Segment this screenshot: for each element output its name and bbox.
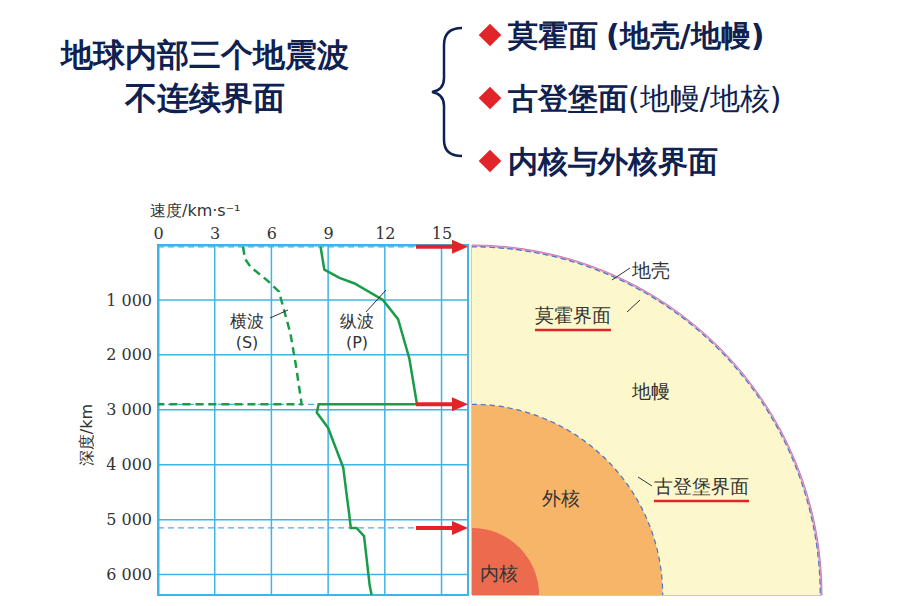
- boundary-arc: [472, 247, 820, 595]
- grid-line-y: [158, 354, 468, 356]
- series-symbol: (S): [236, 333, 259, 352]
- x-axis: 0 3 6 9 12 15: [153, 224, 468, 246]
- x-tick-label: 0: [153, 224, 163, 243]
- boundary-line: [158, 404, 468, 405]
- leader-line: [627, 300, 640, 312]
- item-name: 内核与外核界面: [508, 144, 718, 179]
- y-axis-title: 深度/km: [77, 404, 96, 466]
- y-tick-label: 5 000: [106, 510, 152, 529]
- x-tick-label: 3: [210, 224, 220, 243]
- series-line: [317, 247, 417, 595]
- grid-line-x: [384, 245, 386, 595]
- y-tick: 6 000: [106, 565, 158, 584]
- layer-2: [472, 404, 663, 595]
- y-tick-label: 2 000: [106, 345, 152, 364]
- boundary-line: [158, 246, 468, 247]
- arrow-shaft: [416, 526, 454, 530]
- arrow-shaft: [416, 245, 454, 249]
- boundary-line: [158, 527, 468, 528]
- grid-line-x: [271, 245, 273, 595]
- boundary-label: 古登堡界面: [654, 475, 749, 497]
- y-tick: 2 000: [106, 345, 158, 364]
- layer-0: [472, 245, 822, 595]
- x-axis-title: 速度/km·s⁻¹: [150, 201, 241, 220]
- leader-line: [638, 477, 652, 486]
- series-symbol: (P): [346, 333, 368, 352]
- x-tick: 6: [267, 224, 277, 245]
- x-tick-label: 15: [432, 224, 452, 243]
- y-tick: 5 000: [106, 510, 158, 529]
- item-text: 古登堡面(地幔/地核): [507, 81, 782, 116]
- title-line: 地球内部三个地震波: [59, 36, 349, 74]
- y-tick-label: 6 000: [106, 565, 152, 584]
- x-tick: 3: [210, 224, 220, 245]
- slide: 地球内部三个地震波不连续界面 莫霍面(地壳/地幔) 古登堡面(地幔/地核) 内核与外核…: [0, 0, 920, 606]
- plot-frame: [158, 245, 468, 595]
- arrows: [416, 240, 468, 535]
- x-tick-label: 12: [375, 224, 395, 243]
- x-tick: 12: [375, 224, 395, 245]
- grid: [158, 245, 468, 595]
- x-tick: 0: [153, 224, 163, 245]
- layer-3: [472, 528, 539, 595]
- layer-label: 外核: [542, 487, 580, 509]
- x-tick: 15: [432, 224, 452, 245]
- series-label: 纵波: [340, 311, 374, 331]
- grid-line-y: [158, 574, 468, 576]
- item-text: 内核与外核界面: [508, 144, 718, 179]
- y-axis: 1 000 2 000 3 000 4 000 5 000 6 000: [106, 246, 158, 596]
- item-name: 莫霍面: [507, 18, 598, 53]
- series-group: [158, 247, 417, 595]
- bullet-diamond: [479, 87, 502, 110]
- grid-line-x: [327, 245, 329, 595]
- item-text: 莫霍面(地壳/地幔): [507, 18, 764, 53]
- leader-line: [366, 290, 386, 312]
- y-tick: 4 000: [106, 455, 158, 474]
- brace: [432, 28, 462, 156]
- y-axis-line: [158, 246, 160, 596]
- layer-label: 内核: [480, 562, 518, 584]
- y-tick: 3 000: [106, 400, 158, 419]
- arrow-head: [452, 240, 468, 254]
- x-tick-label: 9: [324, 224, 334, 243]
- series-line: [158, 247, 302, 405]
- item-note: (地壳/地幔): [606, 18, 764, 53]
- arrow-shaft: [416, 402, 454, 406]
- y-tick-label: 3 000: [106, 400, 152, 419]
- label-underline: [654, 500, 749, 503]
- label-underline: [535, 329, 611, 332]
- x-axis-line: [159, 245, 469, 247]
- arrow-head: [452, 521, 468, 535]
- layer-label: 地壳: [631, 259, 670, 281]
- x-tick-label: 6: [267, 224, 277, 243]
- bullet-diamond: [479, 150, 502, 173]
- grid-line-y: [158, 464, 468, 466]
- series-label: 横波: [230, 311, 264, 331]
- title-line: 不连续界面: [124, 79, 285, 117]
- boundary-arc: [472, 404, 663, 595]
- grid-line-x: [214, 245, 216, 595]
- y-tick-label: 1 000: [106, 291, 152, 310]
- grid-line-x: [441, 245, 443, 595]
- arrow-head: [452, 397, 468, 411]
- y-tick-label: 4 000: [106, 455, 152, 474]
- x-tick: 9: [324, 224, 334, 245]
- leader-line: [270, 310, 288, 318]
- item-name: 古登堡面: [507, 81, 628, 116]
- item-note: (地幔/地核): [628, 81, 782, 116]
- leader-line: [612, 268, 630, 280]
- earth-diagram: [472, 245, 822, 595]
- layer-label: 地幔: [631, 380, 670, 402]
- y-tick: 1 000: [106, 291, 158, 310]
- boundary-label: 莫霍界面: [535, 304, 611, 326]
- layer-1: [472, 247, 820, 595]
- grid-line-y: [158, 519, 468, 521]
- bullet-diamond: [479, 24, 502, 47]
- grid-line-y: [158, 299, 468, 301]
- grid-line-y: [158, 409, 468, 411]
